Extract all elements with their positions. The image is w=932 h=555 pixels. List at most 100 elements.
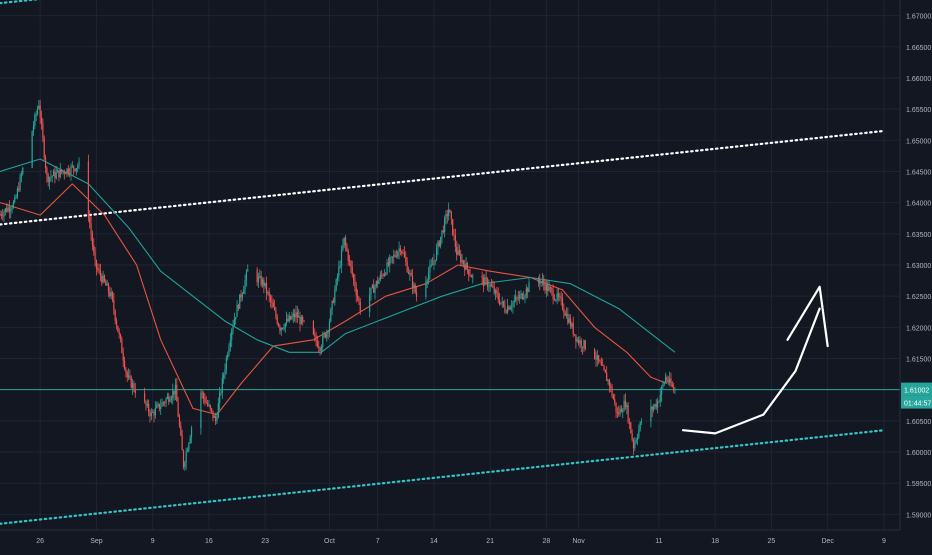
candle-body [223, 374, 225, 378]
candle-body [665, 377, 667, 383]
candle-body [508, 306, 510, 310]
candle-body [126, 372, 128, 378]
y-tick-label: 1.62000 [906, 325, 931, 332]
candle-body [125, 368, 127, 373]
candle-body [612, 395, 614, 400]
candle-body [2, 215, 4, 217]
candle-body [559, 296, 561, 298]
candle-body [105, 281, 107, 286]
candle-body [172, 390, 174, 398]
candle-body [389, 258, 391, 266]
candle-body [279, 326, 281, 331]
candle-body [330, 309, 332, 322]
candle-body [186, 449, 189, 452]
candle-body [656, 401, 659, 408]
candle-body [286, 318, 288, 324]
time-axis[interactable]: 26 Sep 9 16 23 Oct 7 14 21 28 Nov 11 18 25 Dec 9 [0, 529, 932, 550]
candle-body [280, 327, 282, 331]
candle-body [409, 273, 411, 274]
candle-body [527, 288, 529, 293]
candle-body [19, 176, 21, 191]
candle-body [336, 276, 339, 280]
candle-body [433, 260, 435, 265]
y-tick-label: 1.66500 [906, 45, 931, 52]
candle-body [90, 223, 92, 235]
x-tick-label: 16 [205, 538, 213, 545]
candle-body [440, 236, 442, 246]
candle-body [328, 321, 331, 333]
candle-body [347, 250, 349, 261]
candle-body [481, 275, 483, 279]
candle-body [393, 254, 395, 258]
candle-body [157, 403, 159, 406]
price-axis[interactable]: 1.67000 1.66500 1.66000 1.65500 1.65000 1.645… [899, 0, 932, 550]
candle-body [339, 265, 341, 267]
candle-body [618, 412, 620, 414]
candle-body [38, 105, 40, 109]
candle-body [109, 292, 111, 297]
candle-body [302, 316, 304, 321]
candle-body [298, 316, 300, 318]
projection-arrow[interactable] [681, 285, 829, 435]
candle-body [610, 385, 612, 387]
candle-body [460, 254, 462, 263]
countdown-tag-box [901, 395, 932, 409]
candle-body [456, 246, 458, 255]
candle-body [659, 394, 661, 402]
candle-body [101, 275, 103, 283]
candle-body [244, 279, 246, 290]
candle-body [63, 171, 65, 174]
candle-body [352, 274, 355, 280]
candle-body [616, 411, 619, 413]
candle-body [113, 299, 115, 311]
candle-body [188, 443, 190, 450]
candle-body [224, 369, 226, 375]
candle-body [47, 175, 49, 183]
candle-body [490, 284, 493, 287]
candle-body [524, 295, 526, 298]
candle-body [119, 334, 122, 340]
candle-body [55, 172, 57, 179]
candle-body [441, 230, 443, 237]
candle-body [290, 315, 292, 320]
candle-body [655, 404, 657, 408]
trend-channel[interactable] [0, 0, 886, 525]
candle-body [162, 402, 164, 404]
candle-body [401, 251, 403, 253]
candle-body [70, 165, 72, 174]
candle-body [71, 165, 73, 167]
candle-body [425, 281, 427, 297]
candle-body [506, 306, 509, 313]
candle-body [122, 352, 124, 361]
candle-body [619, 408, 621, 414]
candle-body [149, 412, 151, 417]
candle-body [318, 346, 320, 348]
candle-body [240, 294, 242, 298]
candle-body [205, 402, 207, 404]
candle-body [295, 312, 297, 318]
candle-body [628, 421, 631, 423]
candle-body [519, 295, 521, 299]
candle-body [583, 340, 585, 349]
candle-body [437, 241, 439, 249]
current-price-label: 1.61002 01:44:57 [901, 382, 932, 409]
candle-body [275, 309, 277, 317]
candle-body [287, 318, 289, 322]
candle-body [638, 429, 640, 438]
candle-body [461, 260, 463, 263]
candle-body [296, 312, 298, 318]
candle-body [165, 398, 167, 403]
candle-body [413, 284, 415, 288]
candle-body [216, 417, 218, 421]
grid [0, 0, 900, 530]
candle-body [458, 250, 460, 255]
y-tick-label: 1.64500 [906, 169, 931, 176]
candle-body [268, 292, 270, 297]
candles[interactable] [0, 99, 676, 471]
candle-body [232, 325, 234, 330]
candle-body [386, 262, 388, 274]
candle-body [316, 341, 319, 347]
candle-body [576, 339, 578, 342]
